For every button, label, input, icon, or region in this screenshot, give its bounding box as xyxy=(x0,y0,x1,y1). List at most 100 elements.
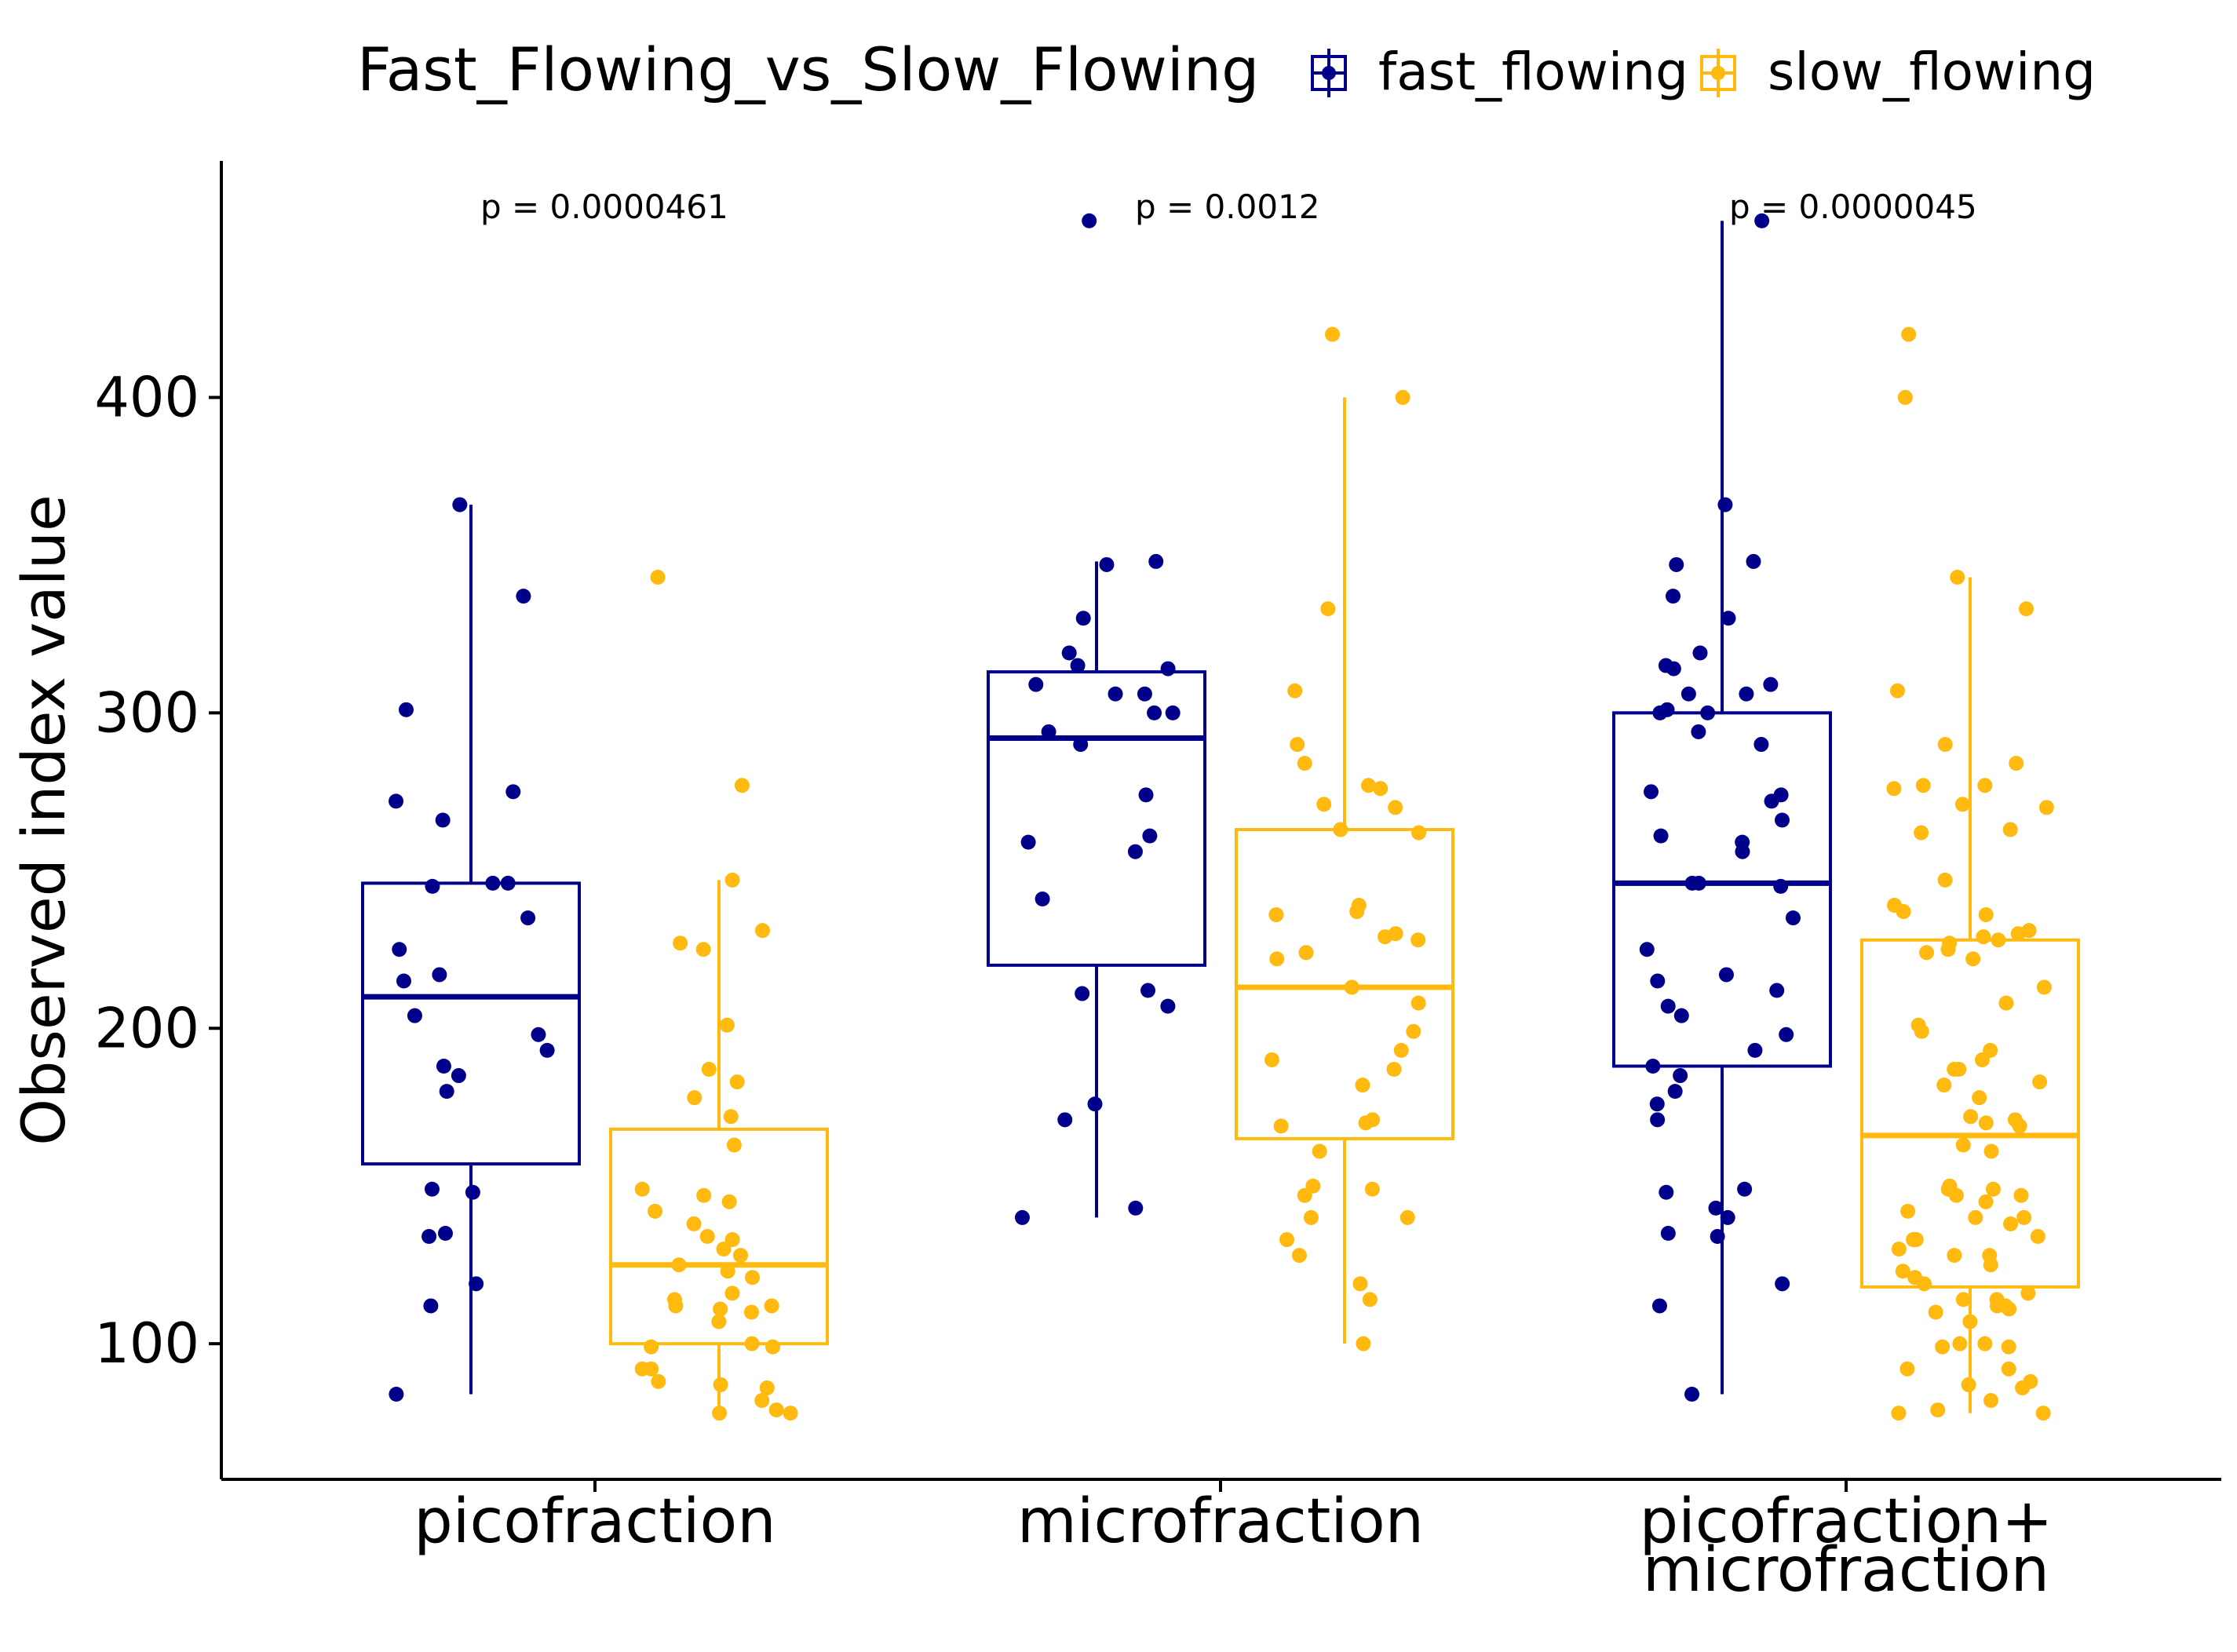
data-point xyxy=(651,1373,666,1389)
box-fast-flowing-2 xyxy=(987,213,1206,1225)
data-point xyxy=(712,1406,728,1421)
data-point xyxy=(2016,1209,2032,1225)
data-point xyxy=(531,1027,546,1042)
data-point xyxy=(1035,891,1050,906)
data-point xyxy=(686,1216,702,1231)
data-point xyxy=(729,1074,745,1090)
data-point xyxy=(1395,389,1410,405)
data-point xyxy=(1891,1242,1907,1257)
data-point xyxy=(1061,645,1077,661)
legend-entry-fast-flowing: fast_flowing xyxy=(1311,42,1688,102)
data-point xyxy=(1710,1229,1725,1245)
data-point xyxy=(1739,686,1754,702)
data-point xyxy=(2003,1216,2019,1231)
data-point xyxy=(695,942,711,957)
data-point xyxy=(1914,825,1929,841)
data-point xyxy=(1965,951,1981,967)
data-point xyxy=(520,910,536,926)
data-point xyxy=(768,1402,784,1418)
data-point xyxy=(1978,1194,1994,1209)
data-point xyxy=(687,1090,702,1106)
data-point xyxy=(1411,825,1427,841)
data-point xyxy=(754,1393,770,1409)
data-point xyxy=(759,1380,775,1395)
y-tick-label: 200 xyxy=(94,996,199,1060)
data-point xyxy=(1666,589,1681,604)
data-point xyxy=(1779,1027,1794,1042)
data-point xyxy=(1680,686,1696,702)
data-point xyxy=(2002,1301,2017,1317)
data-point xyxy=(1962,1314,1978,1329)
data-point xyxy=(1886,781,1902,797)
data-point xyxy=(1165,705,1181,720)
data-point xyxy=(1747,1042,1763,1058)
data-point xyxy=(2032,1074,2048,1090)
data-point xyxy=(634,1181,650,1197)
data-point xyxy=(451,1068,466,1084)
data-point xyxy=(724,1232,740,1248)
data-point xyxy=(1785,910,1801,926)
data-point xyxy=(1137,686,1152,702)
data-point xyxy=(1961,1377,1976,1392)
data-point xyxy=(1952,1336,1968,1351)
data-point xyxy=(1753,737,1769,753)
data-point xyxy=(1087,1096,1103,1112)
data-point xyxy=(1160,998,1176,1014)
data-point xyxy=(1940,942,1956,957)
data-point xyxy=(1896,904,1911,920)
data-point xyxy=(745,1270,761,1285)
data-point xyxy=(1362,1292,1378,1307)
data-point xyxy=(721,1194,737,1209)
data-point xyxy=(1983,1143,1999,1159)
data-point xyxy=(1954,797,1970,812)
data-point xyxy=(1666,661,1681,676)
data-point xyxy=(1684,1386,1700,1402)
data-point xyxy=(634,1361,650,1377)
data-point xyxy=(2012,1118,2027,1134)
data-point xyxy=(1769,983,1785,998)
data-point xyxy=(1947,1248,1962,1264)
data-point xyxy=(1649,1096,1665,1112)
data-point xyxy=(1273,1118,1289,1134)
data-point xyxy=(439,1084,454,1100)
iqr-box xyxy=(1860,938,2080,1289)
data-point xyxy=(1142,828,1158,844)
data-point xyxy=(711,1314,727,1329)
y-axis-label: Observed index value xyxy=(9,494,78,1145)
data-point xyxy=(1355,1078,1370,1093)
series-fast-flowing xyxy=(361,213,1832,1402)
data-point xyxy=(1900,1203,1916,1219)
data-point xyxy=(1895,1264,1910,1279)
data-point xyxy=(1360,778,1376,793)
data-point xyxy=(1410,995,1426,1011)
data-point xyxy=(424,1181,440,1197)
data-point xyxy=(1653,828,1669,844)
data-point xyxy=(1908,1232,1924,1248)
data-point xyxy=(744,1336,760,1351)
data-point xyxy=(1916,1276,1932,1292)
data-point xyxy=(1356,1336,1371,1351)
data-point xyxy=(1667,1084,1683,1100)
data-point xyxy=(1717,497,1733,512)
data-point xyxy=(1691,724,1706,739)
data-point xyxy=(1073,737,1089,753)
data-point xyxy=(436,1058,451,1074)
data-point xyxy=(1937,872,1953,888)
data-point xyxy=(1899,1361,1915,1377)
data-point xyxy=(1735,844,1750,859)
data-point xyxy=(435,812,451,828)
x-tick-label: picofraction+ xyxy=(1640,1486,2053,1557)
data-point xyxy=(1290,737,1305,753)
box-slow-flowing-2 xyxy=(1235,326,1454,1351)
iqr-box xyxy=(361,881,581,1166)
data-point xyxy=(1358,1115,1374,1131)
data-point xyxy=(732,1248,748,1264)
data-point xyxy=(1673,1068,1688,1084)
data-point xyxy=(1936,1078,1952,1093)
data-point xyxy=(764,1298,779,1314)
data-point xyxy=(1264,1052,1279,1067)
data-point xyxy=(1268,907,1284,923)
data-point xyxy=(1399,1209,1415,1225)
